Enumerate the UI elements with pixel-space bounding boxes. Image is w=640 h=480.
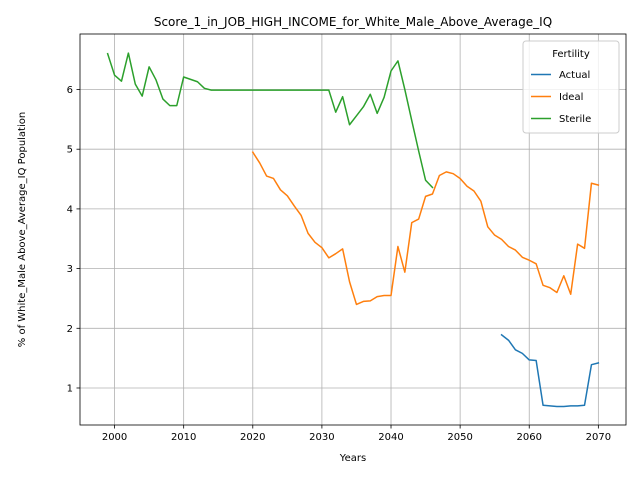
legend-label-actual: Actual bbox=[559, 70, 590, 81]
series-line-sterile bbox=[106, 52, 434, 189]
x-tick-label: 2060 bbox=[517, 432, 542, 443]
series-line-ideal bbox=[251, 151, 600, 306]
x-tick-label: 2020 bbox=[240, 432, 265, 443]
y-tick-label: 6 bbox=[67, 85, 73, 96]
x-tick-label: 2040 bbox=[378, 432, 403, 443]
legend-title: Fertility bbox=[552, 49, 590, 60]
y-tick-label: 4 bbox=[67, 204, 73, 215]
legend-box bbox=[522, 40, 620, 134]
y-tick-label: 3 bbox=[67, 264, 73, 275]
plot-area bbox=[106, 52, 600, 408]
y-axis-ticks: 1 2 3 4 5 6 bbox=[67, 85, 80, 394]
x-axis-label: Years bbox=[339, 453, 366, 464]
x-tick-label: 2000 bbox=[102, 432, 127, 443]
x-tick-label: 2070 bbox=[586, 432, 611, 443]
y-tick-label: 5 bbox=[67, 145, 73, 156]
x-tick-label: 2010 bbox=[171, 432, 196, 443]
series-line-actual bbox=[500, 333, 600, 408]
legend-items: Actual Ideal Sterile bbox=[531, 70, 591, 125]
x-axis-ticks: 2000 2010 2020 2030 2040 2050 2060 2070 bbox=[102, 425, 611, 443]
axes-frame bbox=[79, 33, 627, 426]
x-tick-label: 2050 bbox=[447, 432, 472, 443]
x-tick-label: 2030 bbox=[309, 432, 334, 443]
y-tick-label: 2 bbox=[67, 324, 73, 335]
legend-label-sterile: Sterile bbox=[559, 114, 591, 125]
legend-label-ideal: Ideal bbox=[559, 92, 583, 103]
y-axis-label: % of White_Male Above_Average_IQ Populat… bbox=[17, 112, 28, 347]
legend: Fertility Actual Ideal Sterile bbox=[522, 40, 620, 134]
chart-title: Score_1_in_JOB_HIGH_INCOME_for_White_Mal… bbox=[154, 15, 552, 29]
y-tick-label: 1 bbox=[67, 383, 73, 394]
